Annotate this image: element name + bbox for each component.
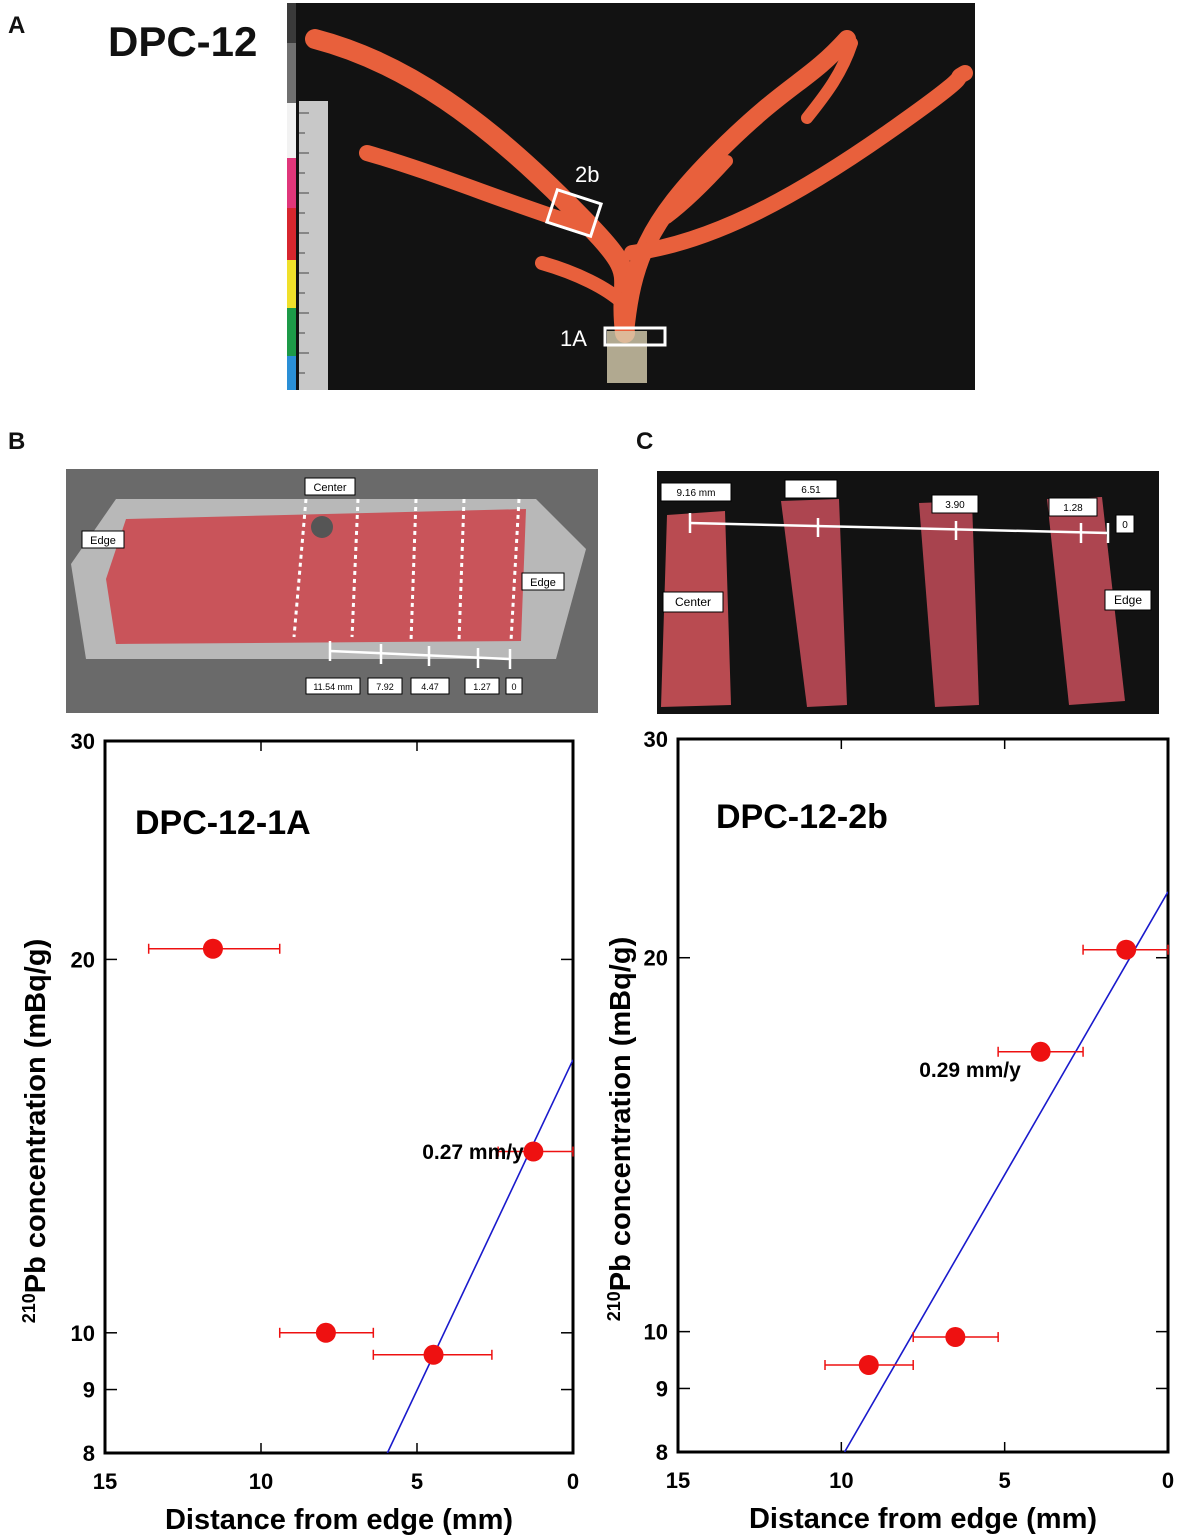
fit-line <box>386 1059 573 1453</box>
fit-line <box>843 891 1168 1452</box>
scale-label: 11.54 mm <box>313 682 352 692</box>
x-tick-label: 15 <box>666 1468 690 1493</box>
x-tick-label: 0 <box>567 1469 579 1494</box>
y-tick-label: 9 <box>83 1378 95 1403</box>
section-label-2b: 2b <box>575 162 599 187</box>
fit-line-group <box>386 1059 573 1453</box>
scale-bar <box>328 641 512 669</box>
chart-title: DPC-12-2b <box>716 798 888 836</box>
ruler <box>299 101 328 390</box>
specimen-title: DPC-12 <box>108 18 258 65</box>
y-tick-label: 10 <box>644 1320 668 1345</box>
chart-dpc-12-2b: 15 10 5 0 8 9 10 20 30 DPC-12-2b 0.29 mm/y Distance… <box>604 727 1174 1535</box>
data-point <box>1030 1041 1051 1062</box>
scale-label: 4.47 <box>421 682 439 692</box>
panel-letter-c: C <box>636 428 654 455</box>
x-tick-label: 5 <box>999 1468 1011 1493</box>
x-tick-label: 0 <box>1162 1468 1174 1493</box>
y-axis-label-text: Pb concentration (mBq/g) <box>605 937 637 1291</box>
y-axis-label: 210Pb concentration (mBq/g) <box>604 937 637 1322</box>
y-tick-label: 30 <box>71 729 95 754</box>
label-center: Center <box>675 595 711 609</box>
y-tick-label: 20 <box>71 947 95 972</box>
section-box-2b <box>544 187 604 239</box>
y-tick-label: 30 <box>644 727 668 752</box>
data-point <box>202 938 223 959</box>
section-label-1a: 1A <box>560 326 587 351</box>
slope-annotation: 0.29 mm/y <box>919 1059 1021 1082</box>
y-axis-label-superscript: 210 <box>604 1291 624 1321</box>
chart-title: DPC-12-1A <box>135 804 311 842</box>
scale-label: 9.16 mm <box>677 488 716 499</box>
slope-annotation: 0.27 mm/y <box>422 1141 524 1164</box>
y-axis-label-superscript: 210 <box>19 1293 39 1323</box>
slab-hole <box>311 516 333 538</box>
y-tick-label: 10 <box>71 1321 95 1346</box>
y-tick-label: 20 <box>644 946 668 971</box>
coral-slab <box>106 509 526 644</box>
x-axis-label: Distance from edge (mm) <box>165 1504 513 1536</box>
slab-photo-2b: 9.16 mm 6.51 3.90 1.28 0 Center Edge <box>657 471 1159 714</box>
color-scale-strip <box>287 3 296 390</box>
data-point <box>1116 939 1137 960</box>
scale-label: 6.51 <box>801 485 821 496</box>
scale-label: 1.27 <box>473 682 491 692</box>
panel-letter-b: B <box>8 428 26 455</box>
plot-frame <box>676 737 1170 1454</box>
y-axis-label: 210Pb concentration (mBq/g) <box>19 939 52 1324</box>
scale-label: 1.28 <box>1063 503 1083 514</box>
coral-strip <box>781 499 847 707</box>
y-tick-label: 8 <box>83 1441 95 1466</box>
fit-line-group <box>843 891 1168 1452</box>
data-point <box>423 1344 444 1365</box>
y-axis-label-text: Pb concentration (mBq/g) <box>20 939 52 1293</box>
scale-label: 0 <box>511 682 516 692</box>
label-edge-left: Edge <box>90 535 116 547</box>
scale-bar <box>688 513 1110 543</box>
scale-label: 3.90 <box>945 500 965 511</box>
label-center: Center <box>313 482 346 494</box>
coral-photo: 2b 1A <box>287 3 975 390</box>
panel-letter-a: A <box>8 12 26 39</box>
slab-photo-1a: Center Edge Edge 11.54 mm 7.92 4.47 1.27… <box>66 469 598 713</box>
scale-label: 7.92 <box>376 682 394 692</box>
chart-dpc-12-1a: 15 10 5 0 8 9 10 20 30 DPC-12-1A 0.27 mm/y Distance… <box>19 729 579 1536</box>
plot-frame <box>103 739 575 1455</box>
label-edge-right: Edge <box>530 577 556 589</box>
coral-base <box>607 331 647 383</box>
coral-specimen <box>305 29 973 343</box>
label-edge: Edge <box>1114 593 1142 607</box>
x-tick-label: 5 <box>411 1469 423 1494</box>
x-tick-label: 10 <box>829 1468 853 1493</box>
x-axis-label: Distance from edge (mm) <box>749 1503 1097 1535</box>
cut-lines <box>292 498 521 642</box>
data-point <box>315 1322 336 1343</box>
x-tick-label: 10 <box>249 1469 273 1494</box>
x-tick-label: 15 <box>93 1469 117 1494</box>
coral-strip <box>1047 497 1125 705</box>
data-point <box>523 1141 544 1162</box>
y-tick-label: 8 <box>656 1440 668 1465</box>
data-point <box>945 1327 966 1348</box>
scale-label: 0 <box>1122 520 1128 531</box>
y-tick-label: 9 <box>656 1376 668 1401</box>
coral-strip <box>919 501 979 707</box>
data-point <box>858 1355 879 1376</box>
section-box-1a <box>603 326 667 347</box>
